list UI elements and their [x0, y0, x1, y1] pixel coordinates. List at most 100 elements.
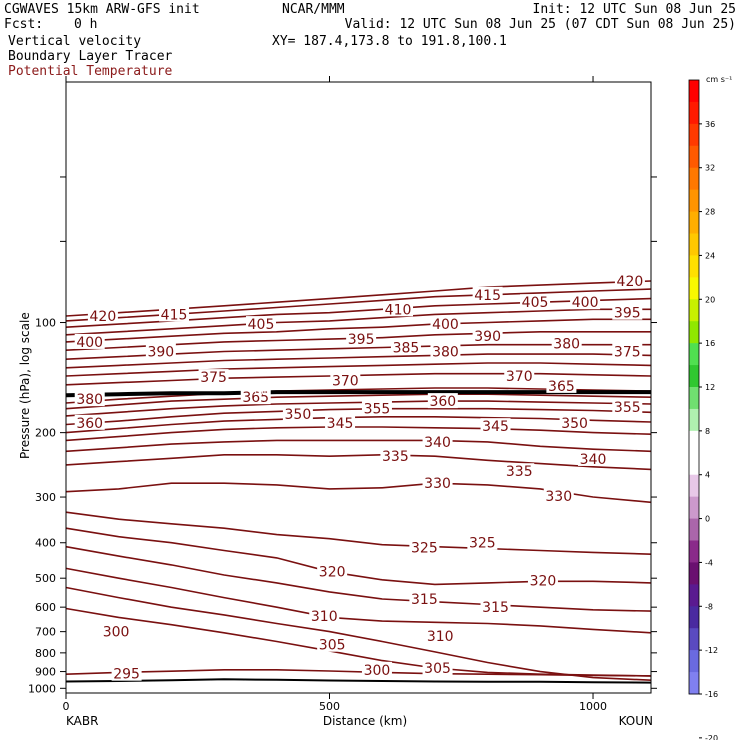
- contour-label: 300: [103, 625, 130, 641]
- colorbar-swatch: [689, 496, 699, 520]
- contour-label-bg: [612, 343, 643, 359]
- colorbar-swatch: [689, 430, 699, 454]
- contour-label: 315: [482, 600, 509, 616]
- contour-label: 325: [469, 536, 496, 552]
- colorbar-swatch: [689, 408, 699, 432]
- contour-label: 420: [617, 274, 644, 290]
- colorbar-swatch: [689, 321, 699, 344]
- plot-frame: [65, 81, 652, 694]
- contour-label: 360: [76, 416, 103, 432]
- colorbar-swatch: [689, 672, 699, 695]
- contour-label: 405: [522, 295, 549, 311]
- colorbar-tick-label: 12: [705, 383, 715, 392]
- model-title: CGWAVES 15km ARW-GFS init: [4, 2, 200, 17]
- contour-label-bg: [145, 343, 176, 359]
- y-tick-label: 500: [35, 572, 56, 585]
- contour-label-bg: [422, 475, 453, 491]
- contour-label: 315: [411, 592, 438, 608]
- colorbar-swatch: [689, 452, 699, 476]
- colorbar-swatch: [689, 189, 699, 213]
- colorbar-tick-label: 28: [705, 208, 715, 217]
- x-tick-label: 500: [319, 700, 340, 713]
- colorbar-tick-label: -12: [705, 646, 718, 655]
- colorbar-tick-label: 32: [705, 164, 715, 173]
- contour-label-bg: [480, 418, 511, 434]
- colorbar-swatch: [689, 474, 699, 498]
- contour-label: 395: [348, 332, 375, 348]
- contour-label-bg: [425, 628, 456, 644]
- contour-label: 340: [424, 435, 451, 451]
- colorbar-swatch: [689, 80, 699, 103]
- x-tick-label: 0: [63, 700, 70, 713]
- isentrope-345: [65, 426, 652, 442]
- colorbar-swatch: [689, 606, 699, 629]
- contour-label-bg: [546, 377, 577, 393]
- contour-label: 420: [90, 309, 117, 325]
- y-tick-label: 800: [35, 647, 56, 660]
- field-boundary-layer-tracer: Boundary Layer Tracer: [8, 49, 173, 64]
- y-axis-label: Pressure (hPa), log scale: [18, 312, 32, 459]
- contour-label-bg: [430, 316, 461, 332]
- contour-label: 325: [411, 540, 438, 556]
- contour-label: 385: [393, 340, 420, 356]
- y-tick-label: 1000: [28, 682, 56, 695]
- colorbar-swatch: [689, 628, 699, 651]
- y-tick-label: 600: [35, 601, 56, 614]
- colorbar-tick-label: 24: [705, 251, 715, 260]
- contour-label-bg: [527, 572, 558, 588]
- contour-label: 295: [113, 667, 140, 683]
- contour-label-bg: [361, 661, 392, 677]
- contour-label-bg: [330, 372, 361, 388]
- contour-label: 390: [147, 344, 174, 360]
- field-potential-temperature: Potential Temperature: [8, 64, 173, 79]
- contour-label: 300: [364, 663, 391, 679]
- contour-label: 400: [432, 317, 459, 333]
- contour-label-bg: [430, 343, 461, 359]
- field-vertical-velocity: Vertical velocity: [8, 34, 142, 49]
- y-tick-label: 400: [35, 537, 56, 550]
- y-tick-label: 700: [35, 626, 56, 639]
- contour-label-bg: [422, 433, 453, 449]
- contour-label: 415: [161, 307, 188, 323]
- colorbar-swatch: [689, 518, 699, 541]
- surface-line: [65, 678, 652, 684]
- colorbar-swatch: [689, 277, 699, 300]
- contour-label: 400: [572, 295, 599, 311]
- contour-label-bg: [612, 304, 643, 320]
- colorbar-tick-label: -20: [705, 734, 718, 740]
- contour-label: 310: [427, 629, 454, 645]
- contour-label: 345: [327, 416, 354, 432]
- contour-label-bg: [380, 448, 411, 464]
- contour-label-bg: [520, 294, 551, 310]
- contour-label-bg: [427, 393, 458, 409]
- isentrope-410: [65, 297, 652, 328]
- contour-label: 405: [248, 317, 275, 333]
- contour-label: 305: [424, 661, 451, 677]
- right-endpoint-label: KOUN: [619, 714, 653, 728]
- colorbar-swatch: [689, 650, 699, 673]
- contour-label-bg: [317, 636, 348, 652]
- isentrope-385: [65, 353, 652, 369]
- contour-label: 305: [319, 638, 346, 654]
- y-tick-label: 200: [35, 427, 56, 440]
- contour-label-bg: [383, 301, 414, 317]
- contour-label: 330: [545, 489, 572, 505]
- isentrope-335: [65, 453, 652, 471]
- colorbar-swatch: [689, 145, 699, 169]
- x-tick-label: 1000: [579, 700, 607, 713]
- y-tick-label: 100: [35, 317, 56, 330]
- contour-label: 375: [614, 344, 641, 360]
- contour-label: 370: [332, 373, 359, 389]
- contour-label-bg: [111, 665, 142, 681]
- isentrope-355: [65, 407, 652, 426]
- y-tick-label: 900: [35, 666, 56, 679]
- colorbar-swatch: [689, 123, 699, 147]
- contour-label-bg: [570, 294, 601, 310]
- contour-label-bg: [317, 563, 348, 579]
- contour-label-bg: [467, 534, 498, 550]
- contour-label-bg: [325, 414, 356, 430]
- contour-label-bg: [390, 339, 421, 355]
- isentrope-310: [65, 567, 652, 634]
- contour-label-bg: [422, 659, 453, 675]
